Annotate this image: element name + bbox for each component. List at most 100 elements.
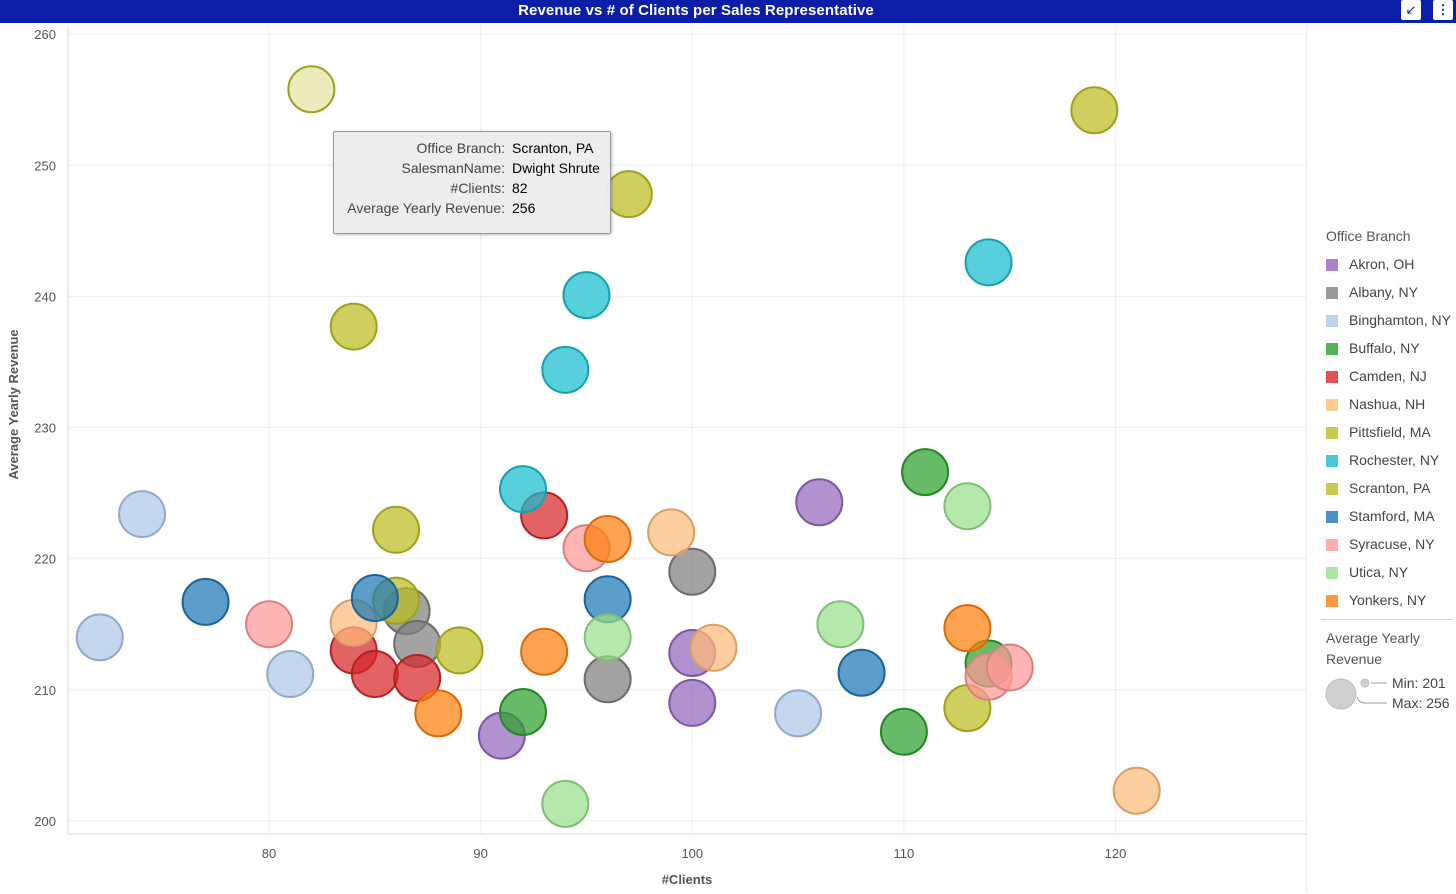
bubble-point	[795, 478, 844, 527]
legend-swatch	[1326, 315, 1338, 327]
bubble-point	[498, 465, 547, 514]
bubble-point	[943, 604, 992, 653]
tooltip-key: #Clients:	[450, 180, 505, 196]
legend-swatch	[1326, 259, 1338, 271]
bubble-point	[245, 600, 294, 649]
size-legend-min: Min: 201	[1392, 675, 1446, 691]
bubble-point	[350, 650, 399, 699]
bubble-point	[287, 65, 336, 114]
legend-label: Akron, OH	[1349, 256, 1415, 272]
bubble-point	[964, 238, 1013, 287]
size-legend-max-circle	[1325, 678, 1357, 710]
x-tick-label: 110	[894, 846, 915, 861]
hover-tooltip: Office Branch: Scranton, PA SalesmanName…	[333, 131, 611, 234]
tooltip-value: Dwight Shrute	[512, 160, 600, 176]
bubble-point	[943, 482, 992, 531]
bubble-point	[118, 490, 167, 539]
bubble-point	[350, 573, 399, 622]
x-tick-label: 120	[1105, 846, 1127, 861]
y-tick-label: 240	[34, 289, 56, 304]
legend-swatch	[1326, 483, 1338, 495]
bubble-point	[498, 688, 547, 737]
y-tick-label: 200	[34, 814, 56, 829]
bubble-point	[414, 689, 463, 738]
tooltip-key: Average Yearly Revenue:	[347, 200, 505, 216]
tooltip-row-clients: #Clients: 82	[334, 180, 610, 200]
bubble-point	[583, 655, 632, 704]
y-axis-title: Average Yearly Revenue	[6, 329, 21, 479]
legend-label: Binghamton, NY	[1349, 312, 1451, 328]
bubble-point	[774, 689, 823, 738]
legend-label: Camden, NJ	[1349, 368, 1427, 384]
tooltip-value: 256	[512, 200, 536, 216]
bubble-point	[329, 302, 378, 351]
collapse-icon[interactable]: ↙	[1401, 0, 1421, 20]
legend-swatch	[1326, 427, 1338, 439]
bubble-point	[583, 613, 632, 662]
legend-panel: Office Branch Akron, OH Albany, NY Bingham…	[1306, 23, 1456, 893]
legend-label: Albany, NY	[1349, 284, 1418, 300]
size-legend-max: Max: 256	[1392, 695, 1450, 711]
size-legend-min-circle	[1360, 678, 1370, 688]
bubble-point	[520, 627, 569, 676]
bubble-point	[562, 271, 611, 320]
tooltip-row-revenue: Average Yearly Revenue: 256	[334, 200, 610, 220]
y-tick-label: 230	[34, 421, 56, 436]
tooltip-key: Office Branch:	[416, 140, 505, 156]
size-legend-title: Average Yearly Revenue	[1326, 630, 1420, 667]
bubble-point	[668, 547, 717, 596]
tooltip-value: Scranton, PA	[512, 140, 594, 156]
bubble-point	[985, 643, 1034, 692]
bubble-point	[689, 623, 738, 672]
title-bar: Revenue vs # of Clients per Sales Repres…	[0, 0, 1456, 23]
chart-title: Revenue vs # of Clients per Sales Repres…	[518, 2, 874, 19]
bubble-point	[541, 345, 590, 394]
bubble-point	[583, 514, 632, 563]
legend-label: Nashua, NH	[1349, 396, 1426, 412]
x-tick-label: 100	[681, 846, 703, 861]
x-tick-label: 80	[262, 846, 276, 861]
scatter-plot[interactable]: 80 90 100 110 120 200 210 220 230 240 250 260 #Clien…	[0, 23, 1306, 894]
tooltip-key: SalesmanName:	[401, 160, 506, 176]
bubble-point	[668, 678, 717, 727]
legend-swatch	[1326, 287, 1338, 299]
bubble-point	[1112, 766, 1161, 815]
legend-title: Office Branch	[1326, 228, 1411, 244]
legend-swatch	[1326, 455, 1338, 467]
tooltip-row-branch: Office Branch: Scranton, PA	[334, 140, 610, 160]
legend-swatch	[1326, 567, 1338, 579]
bubble-point	[901, 448, 950, 497]
bubble-point	[879, 707, 928, 756]
legend-label: Utica, NY	[1349, 564, 1409, 580]
bubble-point	[435, 626, 484, 675]
size-legend-max-line	[1356, 696, 1387, 704]
bubble-point	[372, 505, 421, 554]
legend-label: Stamford, MA	[1349, 508, 1435, 524]
legend-label: Buffalo, NY	[1349, 340, 1420, 356]
bubble-point	[1070, 86, 1119, 135]
tooltip-value: 82	[512, 180, 528, 196]
legend-swatch	[1326, 371, 1338, 383]
tooltip-row-salesman: SalesmanName: Dwight Shrute	[334, 160, 610, 180]
x-axis-title: #Clients	[662, 872, 713, 887]
bubble-point	[604, 170, 653, 219]
y-tick-label: 260	[34, 27, 56, 42]
legend-swatch	[1326, 539, 1338, 551]
y-tick-label: 220	[34, 552, 56, 567]
bubble-point	[541, 779, 590, 828]
bubble-point	[181, 577, 230, 626]
bubble-point	[266, 650, 315, 699]
legend-label: Scranton, PA	[1349, 480, 1431, 496]
legend-label: Pittsfield, MA	[1349, 424, 1431, 440]
y-tick-label: 210	[34, 683, 56, 698]
legend-swatch	[1326, 343, 1338, 355]
x-tick-label: 90	[473, 846, 487, 861]
kebab-menu-icon[interactable]: ⋮	[1433, 0, 1453, 20]
legend-label: Syracuse, NY	[1349, 536, 1435, 552]
bubble-point	[837, 648, 886, 697]
bubble-point	[393, 653, 442, 702]
legend-label: Yonkers, NY	[1349, 592, 1427, 608]
legend-swatch	[1326, 595, 1338, 607]
legend-swatch	[1326, 511, 1338, 523]
bubble-point	[75, 613, 124, 662]
